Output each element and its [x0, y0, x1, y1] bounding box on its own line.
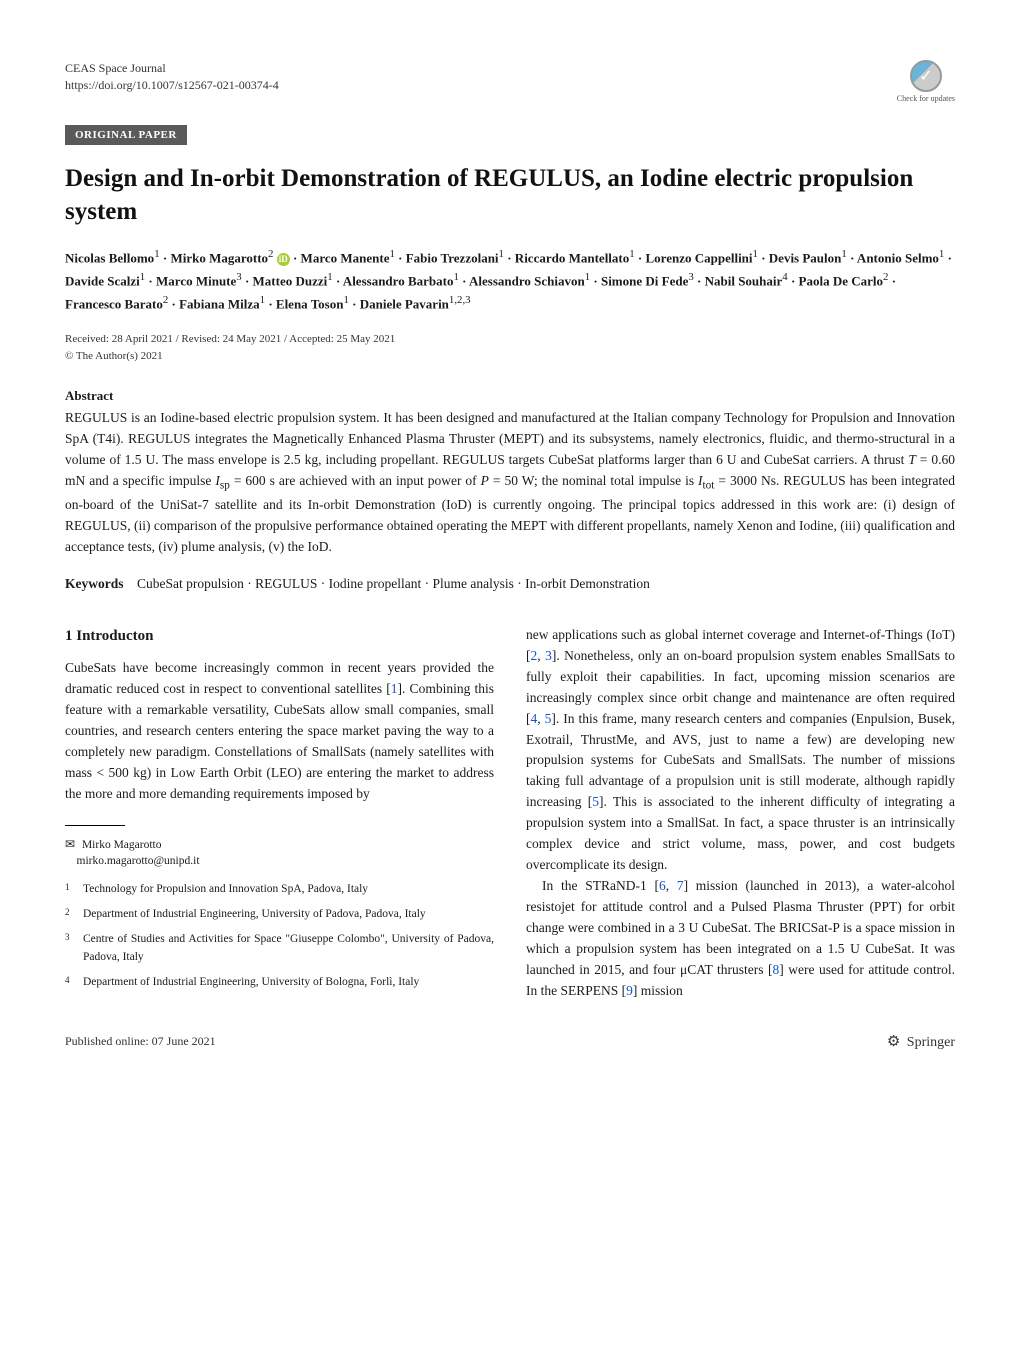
crossmark-icon: ✓ [910, 60, 942, 92]
dates-copyright: © The Author(s) 2021 [65, 348, 955, 365]
intro-paragraph-right-2: In the STRaND-1 [6, 7] mission (launched… [526, 876, 955, 1002]
affiliation-item: 4 Department of Industrial Engineering, … [65, 974, 494, 991]
crossmark-label: Check for updates [897, 94, 955, 103]
springer-icon: ⚙ [887, 1034, 900, 1050]
left-column: 1 Introducton CubeSats have become incre… [65, 625, 494, 1002]
abstract-text: REGULUS is an Iodine-based electric prop… [65, 408, 955, 558]
body-columns: 1 Introducton CubeSats have become incre… [65, 625, 955, 1002]
dates-block: Received: 28 April 2021 / Revised: 24 Ma… [65, 331, 955, 364]
affiliation-number: 3 [65, 931, 83, 966]
affiliation-number: 1 [65, 881, 83, 898]
right-column: new applications such as global internet… [526, 625, 955, 1002]
intro-paragraph-right-1: new applications such as global internet… [526, 625, 955, 876]
affiliations-list: 1 Technology for Propulsion and Innovati… [65, 881, 494, 991]
journal-info: CEAS Space Journal https://doi.org/10.10… [65, 60, 279, 94]
paper-title: Design and In-orbit Demonstration of REG… [65, 163, 955, 228]
affiliation-text: Department of Industrial Engineering, Un… [83, 974, 419, 991]
keywords-block: Keywords CubeSat propulsion · REGULUS · … [65, 574, 955, 595]
publisher-name: Springer [907, 1035, 955, 1050]
header-row: CEAS Space Journal https://doi.org/10.10… [65, 60, 955, 103]
orcid-icon: iD [277, 253, 290, 266]
keywords-label: Keywords [65, 576, 124, 591]
keywords-text: CubeSat propulsion · REGULUS · Iodine pr… [137, 576, 650, 591]
dates-received: Received: 28 April 2021 / Revised: 24 Ma… [65, 331, 955, 348]
affiliation-number: 4 [65, 974, 83, 991]
affiliation-item: 2 Department of Industrial Engineering, … [65, 906, 494, 923]
envelope-icon: ✉ [65, 837, 75, 851]
journal-name: CEAS Space Journal [65, 60, 279, 77]
affiliation-number: 2 [65, 906, 83, 923]
published-online: Published online: 07 June 2021 [65, 1034, 216, 1049]
crossmark-badge[interactable]: ✓ Check for updates [897, 60, 955, 103]
intro-paragraph-left: CubeSats have become increasingly common… [65, 658, 494, 804]
affiliation-text: Technology for Propulsion and Innovation… [83, 881, 368, 898]
corresponding-email: mirko.magarotto@unipd.it [77, 855, 200, 867]
affiliation-text: Department of Industrial Engineering, Un… [83, 906, 426, 923]
section-heading: 1 Introducton [65, 625, 494, 648]
affiliation-item: 3 Centre of Studies and Activities for S… [65, 931, 494, 966]
affiliation-text: Centre of Studies and Activities for Spa… [83, 931, 494, 966]
corresponding-name: Mirko Magarotto [82, 839, 162, 851]
affiliation-item: 1 Technology for Propulsion and Innovati… [65, 881, 494, 898]
journal-doi[interactable]: https://doi.org/10.1007/s12567-021-00374… [65, 77, 279, 94]
authors-list: Nicolas Bellomo1 · Mirko Magarotto2 iD ·… [65, 246, 955, 315]
page-footer: Published online: 07 June 2021 ⚙ Springe… [65, 1032, 955, 1051]
affil-divider [65, 825, 125, 826]
publisher-brand: ⚙ Springer [887, 1032, 955, 1051]
category-badge: ORIGINAL PAPER [65, 125, 187, 145]
abstract-heading: Abstract [65, 388, 955, 404]
corresponding-block: ✉ Mirko Magarotto mirko.magarotto@unipd.… [65, 836, 494, 869]
